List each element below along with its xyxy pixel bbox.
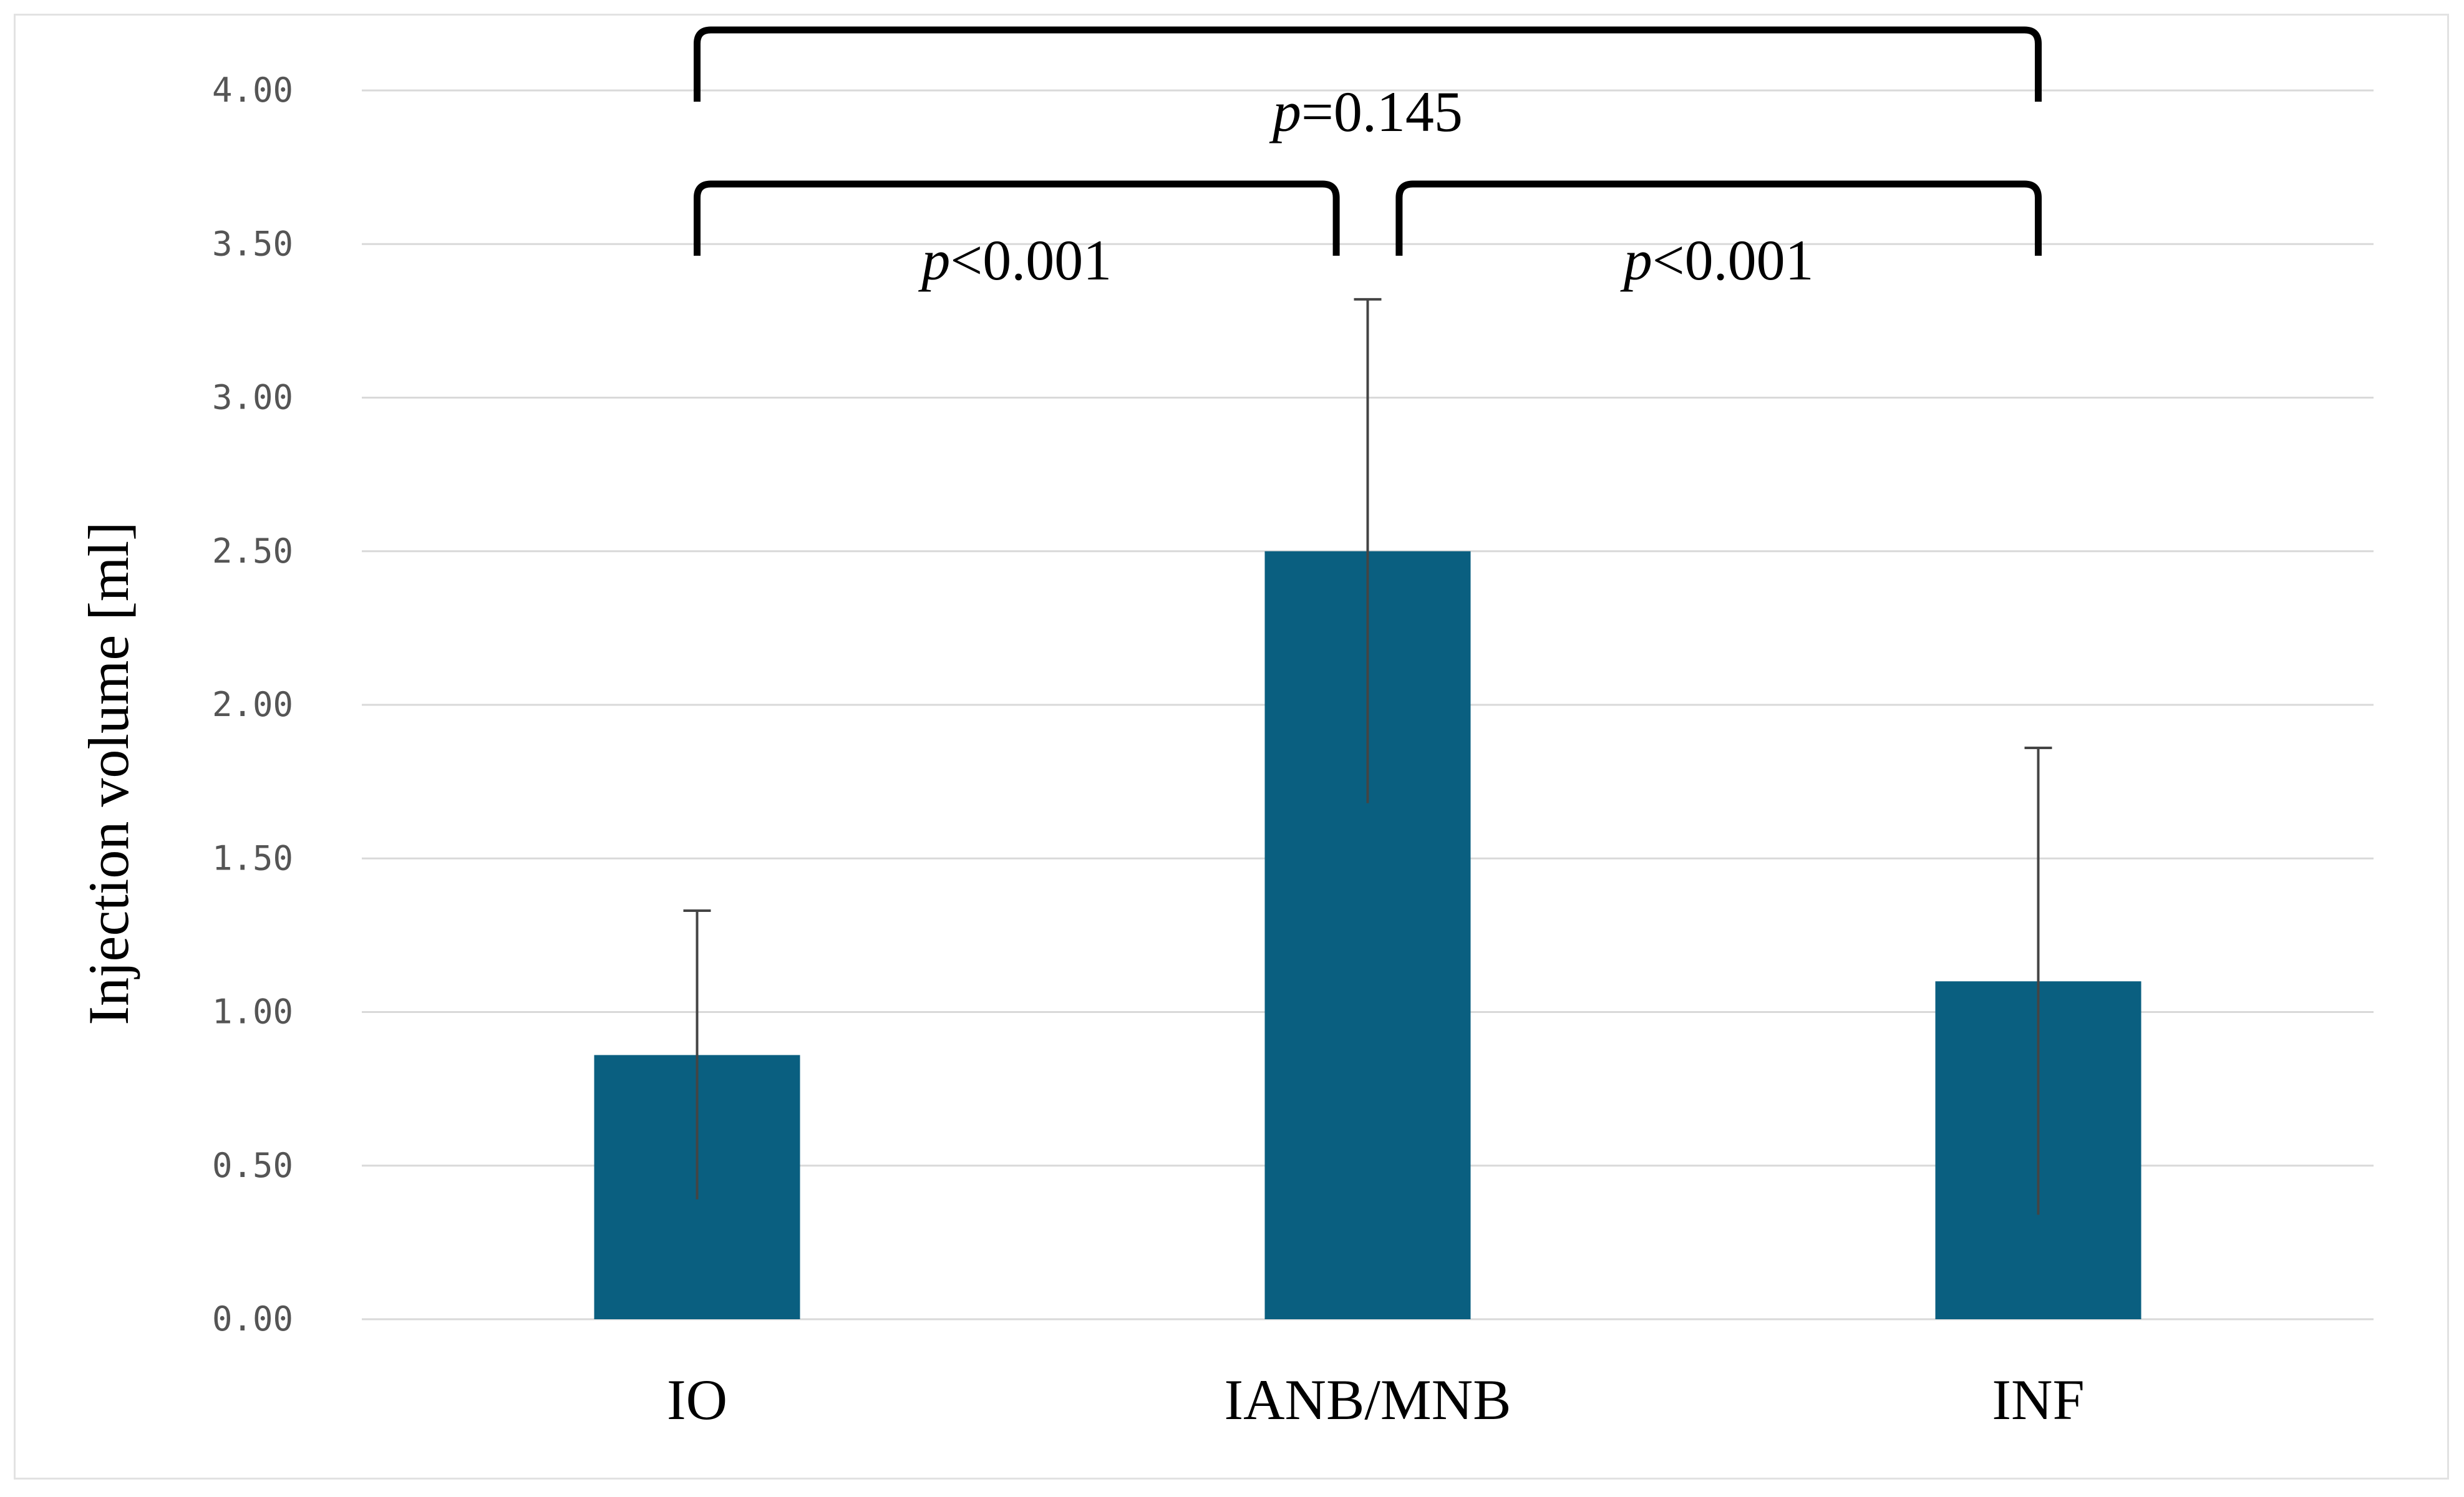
y-axis-ticks: 0.00 0.50 1.00 1.50 2.00 2.50 3.00 3.50 4.00 (212, 70, 293, 1339)
y-tick-label: 3.00 (212, 378, 293, 417)
y-tick-label: 3.50 (212, 224, 293, 263)
significance-bracket (1395, 180, 2042, 256)
y-tick-label: 0.00 (212, 1299, 293, 1339)
y-tick-label: 4.00 (212, 70, 293, 110)
significance-brackets: p<0.001 p<0.001 p=0.145 (694, 26, 2042, 292)
significance-bracket (694, 180, 1340, 256)
p-value-label: p=0.145 (1269, 80, 1463, 143)
x-category-label: IO (667, 1368, 727, 1432)
y-axis-label: Injection volume [ml] (77, 521, 140, 1025)
x-axis-categories: IO IANB/MNB INF (667, 1368, 2085, 1432)
y-tick-label: 1.50 (212, 838, 293, 878)
y-tick-label: 1.00 (212, 992, 293, 1032)
p-value-label: p<0.001 (1620, 228, 1814, 292)
significance-bracket (694, 26, 2042, 102)
p-value-label: p<0.001 (918, 228, 1112, 292)
error-bars (683, 298, 2052, 1215)
x-category-label: IANB/MNB (1224, 1368, 1511, 1432)
y-tick-label: 0.50 (212, 1146, 293, 1185)
x-category-label: INF (1992, 1368, 2084, 1432)
y-tick-label: 2.00 (212, 685, 293, 724)
y-tick-label: 2.50 (212, 531, 293, 571)
